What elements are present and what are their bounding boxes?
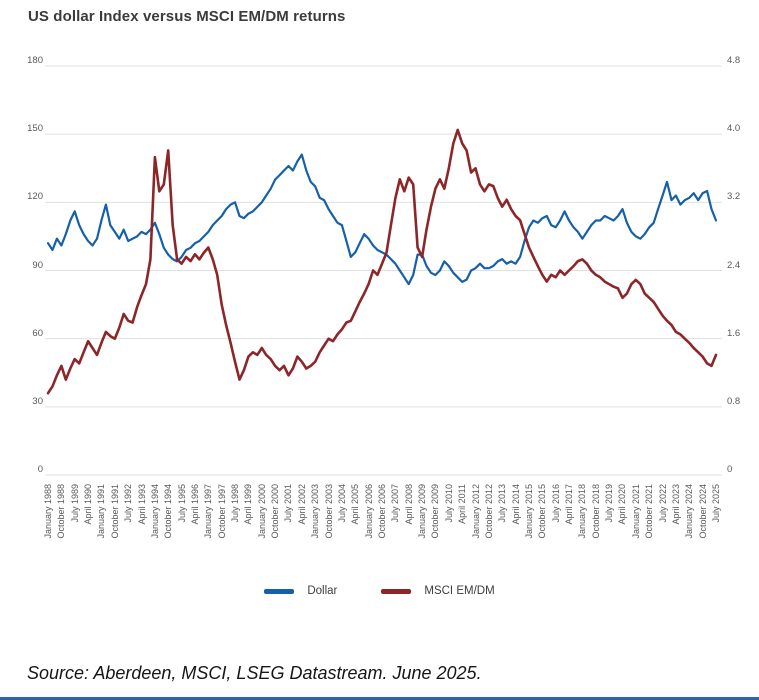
- x-axis-label: April 2005: [350, 484, 361, 525]
- x-axis-label: July 1989: [69, 484, 80, 523]
- x-axis-label: October 1994: [163, 484, 174, 539]
- x-axis-label: January 2018: [577, 484, 588, 539]
- x-axis-label: January 2015: [523, 484, 534, 539]
- x-axis-label: October 2021: [644, 484, 655, 539]
- x-axis-label: January 2024: [684, 484, 695, 539]
- y-axis-right-label: 2.4: [727, 259, 741, 271]
- x-axis-label: January 1988: [43, 484, 53, 539]
- x-axis-label: July 2025: [711, 484, 721, 523]
- legend: Dollar MSCI EM/DM: [0, 585, 759, 597]
- x-axis-label: October 2000: [270, 484, 281, 539]
- x-axis-label: January 1994: [149, 484, 160, 539]
- x-axis-label: July 1998: [230, 484, 241, 523]
- x-axis-label: January 2012: [470, 484, 481, 539]
- x-axis-label: January 2009: [417, 484, 428, 539]
- msci-line-series: [46, 128, 718, 395]
- legend-label-dollar: Dollar: [307, 585, 338, 597]
- x-axis-label: April 2002: [296, 484, 307, 525]
- y-axis-right-label: 3.2: [727, 191, 741, 203]
- x-axis-label: July 1995: [176, 484, 187, 523]
- x-axis-label: April 2011: [457, 484, 468, 524]
- y-axis-right-label: 4.8: [727, 55, 741, 66]
- y-axis-right-label: 0.8: [727, 395, 741, 407]
- x-axis-label: July 2022: [657, 484, 668, 523]
- y-axis-left-label: 60: [32, 327, 43, 339]
- x-axis-label: April 2023: [670, 484, 681, 525]
- x-axis-label: October 2006: [377, 484, 387, 539]
- x-axis-label: October 2015: [537, 484, 548, 539]
- x-axis-label: January 1997: [203, 484, 214, 539]
- x-axis-label: April 1999: [243, 484, 254, 525]
- x-axis-label: April 2017: [564, 484, 575, 525]
- msci-line-swatch: [381, 588, 412, 594]
- x-axis-label: July 2019: [604, 484, 615, 523]
- y-axis-left-label: 150: [27, 123, 43, 135]
- dollar-line-series: [46, 153, 718, 286]
- chart-title: US dollar Index versus MSCI EM/DM return…: [28, 8, 346, 25]
- y-axis-left-label: 0: [37, 464, 43, 475]
- x-axis-label: July 1992: [123, 484, 134, 523]
- x-axis-label: April 2020: [617, 484, 628, 525]
- y-axis-right-label: 0: [727, 464, 733, 475]
- x-axis-label: October 2003: [323, 484, 334, 539]
- bottom-rule: [0, 697, 759, 700]
- dollar-line-swatch: [264, 588, 295, 594]
- x-axis-label: July 2016: [550, 484, 561, 523]
- x-axis-label: January 2003: [310, 484, 321, 539]
- x-axis-label: April 1993: [136, 484, 147, 525]
- x-axis-label: October 1997: [216, 484, 227, 539]
- y-axis-right-label: 1.6: [727, 327, 741, 339]
- legend-item-dollar: Dollar: [264, 585, 337, 597]
- x-axis-label: July 2004: [336, 484, 347, 523]
- x-axis-label: October 2009: [430, 484, 441, 539]
- x-axis-label: April 2014: [510, 484, 521, 525]
- x-axis-label: October 2012: [483, 484, 494, 539]
- y-axis-left-label: 90: [32, 259, 43, 271]
- y-axis-left-label: 120: [27, 191, 43, 203]
- x-axis-label: October 2018: [590, 484, 601, 539]
- x-axis-label: October 1988: [56, 484, 67, 539]
- y-axis-left-label: 180: [27, 55, 43, 66]
- x-axis-label: April 1996: [189, 484, 200, 525]
- legend-label-msci: MSCI EM/DM: [424, 585, 495, 597]
- x-axis-label: July 2007: [390, 484, 401, 523]
- x-axis-label: January 2021: [630, 484, 641, 539]
- y-axis-right-label: 4.0: [727, 123, 741, 135]
- x-axis-label: April 2008: [403, 484, 414, 525]
- x-axis-label: October 2024: [697, 484, 708, 539]
- x-axis-label: July 2013: [497, 484, 508, 523]
- source-note: Source: Aberdeen, MSCI, LSEG Datastream.…: [27, 663, 482, 683]
- legend-item-msci: MSCI EM/DM: [381, 585, 495, 597]
- x-axis-label: January 2000: [256, 484, 267, 539]
- x-axis-label: October 1991: [109, 484, 120, 539]
- x-axis-label: April 1990: [83, 484, 94, 525]
- x-axis-label: July 2001: [283, 484, 294, 523]
- x-axis-label: July 2010: [443, 484, 454, 523]
- x-axis-label: January 2006: [363, 484, 374, 539]
- y-axis-left-label: 30: [32, 395, 43, 407]
- x-axis-label: January 1991: [96, 484, 107, 539]
